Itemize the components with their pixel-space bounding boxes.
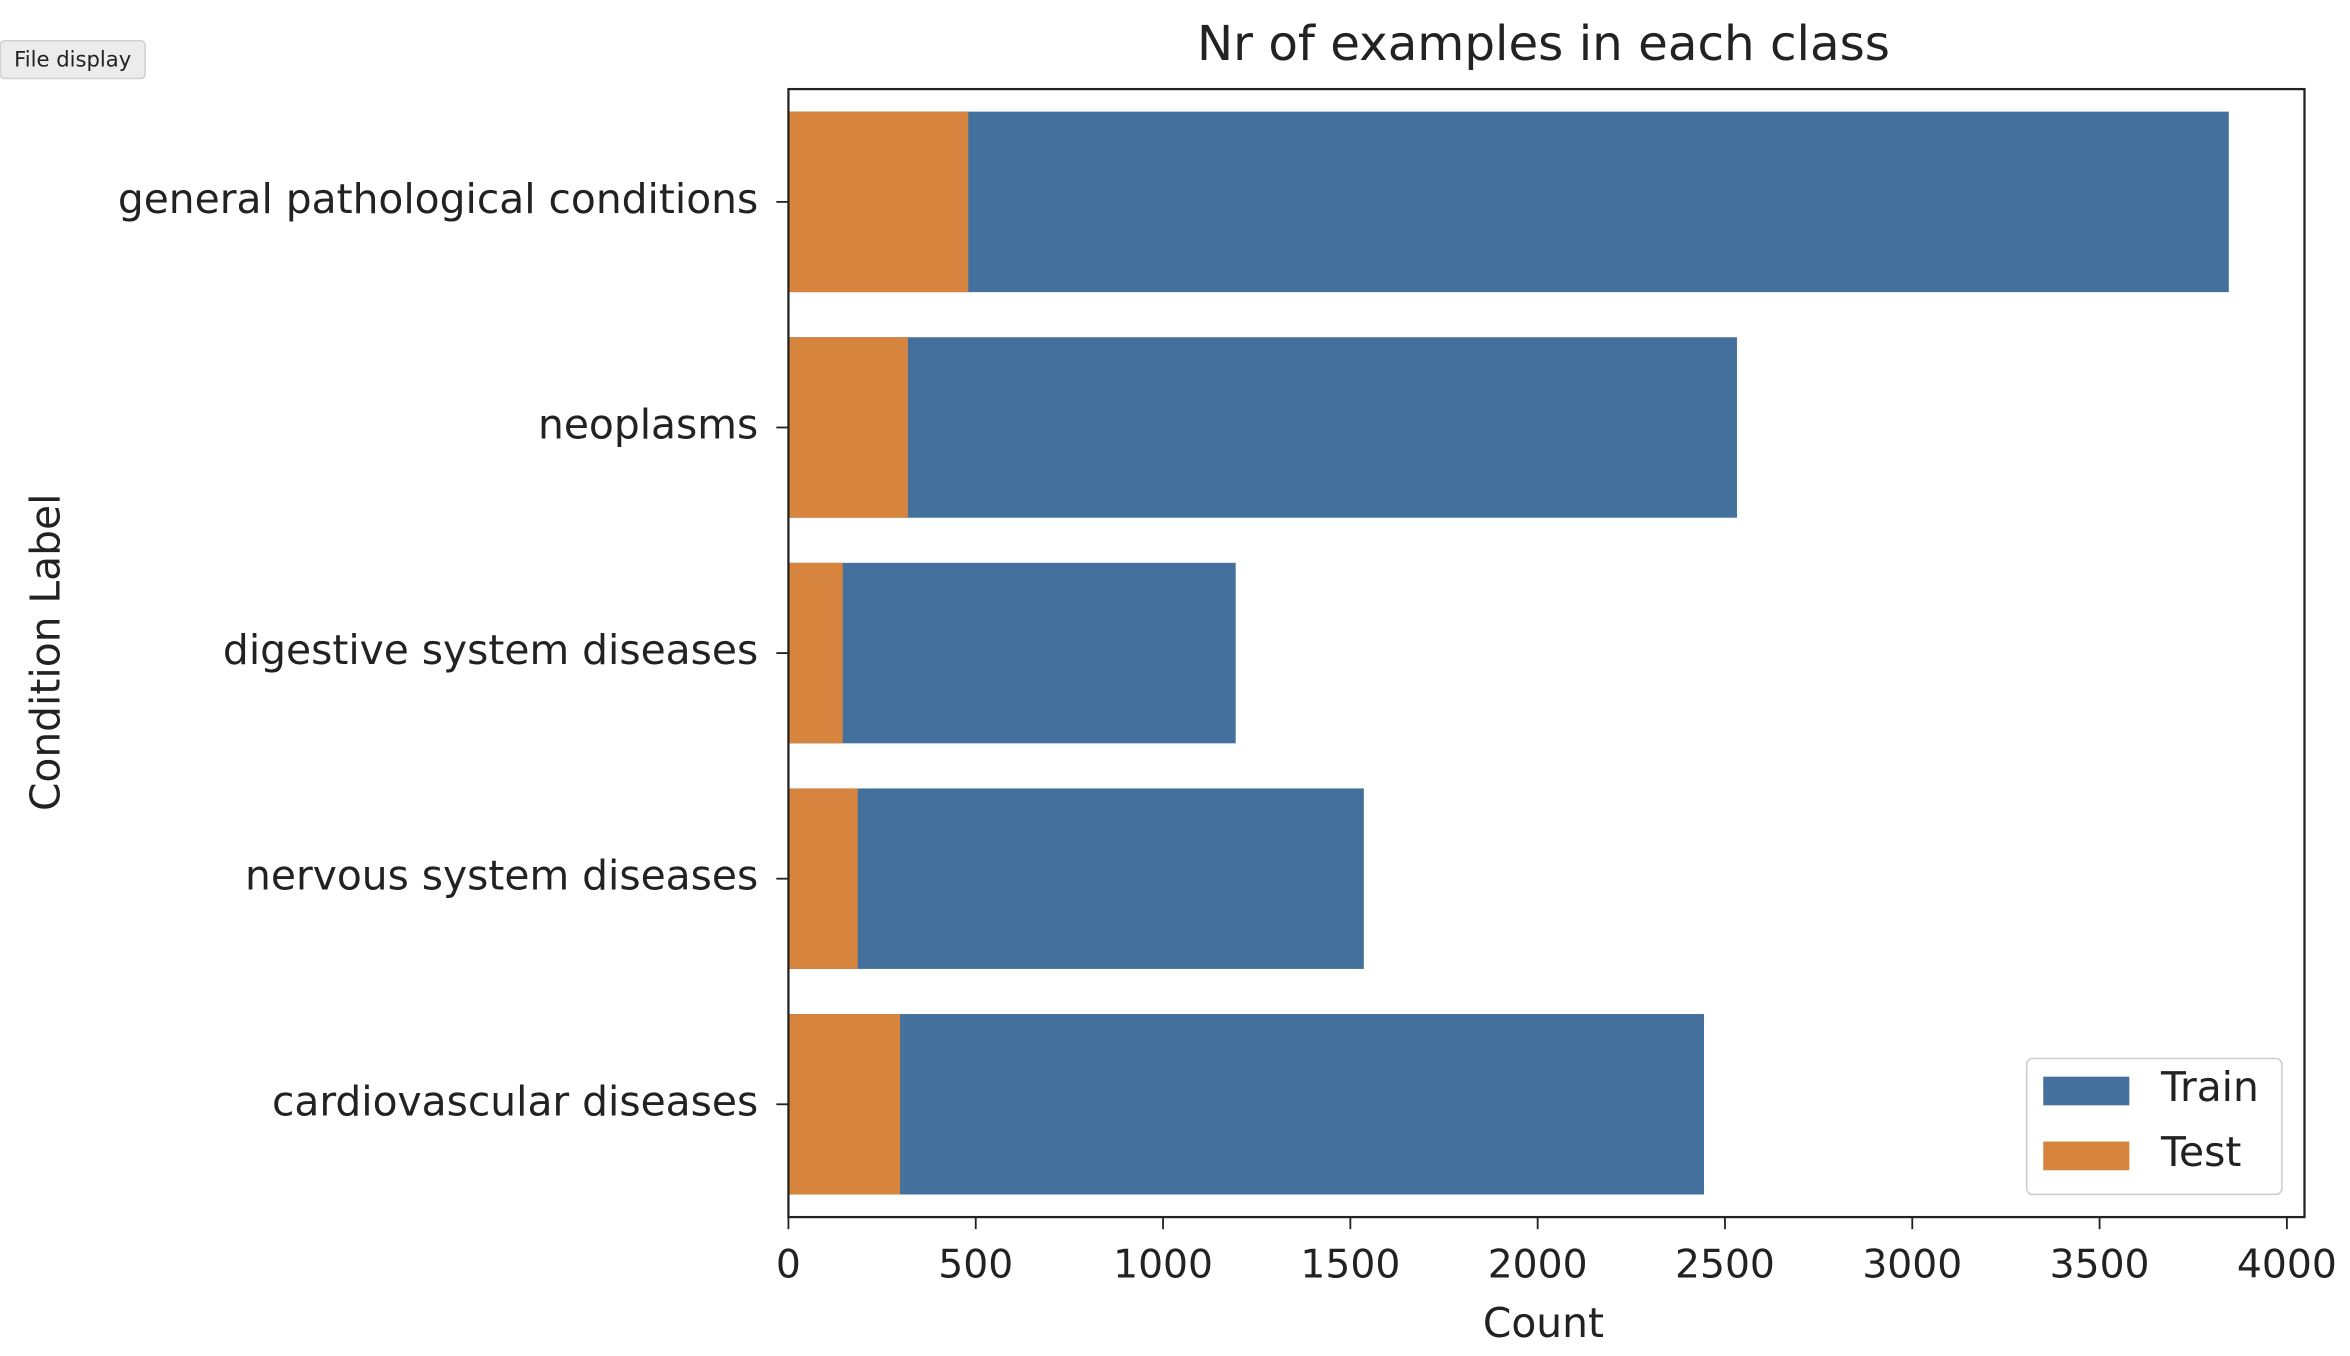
bar: [788, 1014, 901, 1195]
file-display-button[interactable]: [0, 40, 146, 80]
bar: [788, 562, 1236, 744]
legend-label: Test: [2160, 1128, 2241, 1176]
x-tick-label: 3500: [2050, 1242, 2150, 1287]
x-tick-label: 3000: [1862, 1242, 1962, 1287]
y-axis-label: Condition Label: [22, 494, 70, 811]
bar: [788, 788, 1364, 969]
y-tick-label: general pathological conditions: [118, 175, 758, 223]
y-tick-label: nervous system diseases: [245, 852, 758, 900]
y-tick-label: digestive system diseases: [223, 626, 758, 674]
x-tick-label: 500: [938, 1242, 1013, 1287]
bar: [788, 111, 969, 293]
legend-swatch: [2043, 1076, 2130, 1106]
x-tick-label: 1500: [1300, 1242, 1400, 1287]
bar: [788, 562, 843, 744]
x-tick-label: 2500: [1675, 1242, 1775, 1287]
bar: [788, 788, 858, 969]
bar: [788, 337, 908, 518]
bar: [788, 1014, 1704, 1195]
legend-swatch: [2043, 1141, 2130, 1171]
bar: [788, 337, 1737, 518]
chart-title: Nr of examples in each class: [1197, 16, 1890, 72]
x-axis-label: Count: [1483, 1299, 1604, 1347]
legend-label: Train: [2160, 1063, 2259, 1111]
x-tick-label: 0: [776, 1242, 801, 1287]
x-tick-label: 2000: [1488, 1242, 1588, 1287]
plot-frame: [787, 87, 2306, 1219]
x-tick-label: 1000: [1113, 1242, 1213, 1287]
bar: [788, 111, 2229, 293]
button-label[interactable]: File display: [14, 46, 131, 71]
y-tick-label: neoplasms: [538, 400, 758, 448]
y-tick-label: cardiovascular diseases: [272, 1077, 758, 1125]
x-tick-label: 4000: [2237, 1242, 2337, 1287]
